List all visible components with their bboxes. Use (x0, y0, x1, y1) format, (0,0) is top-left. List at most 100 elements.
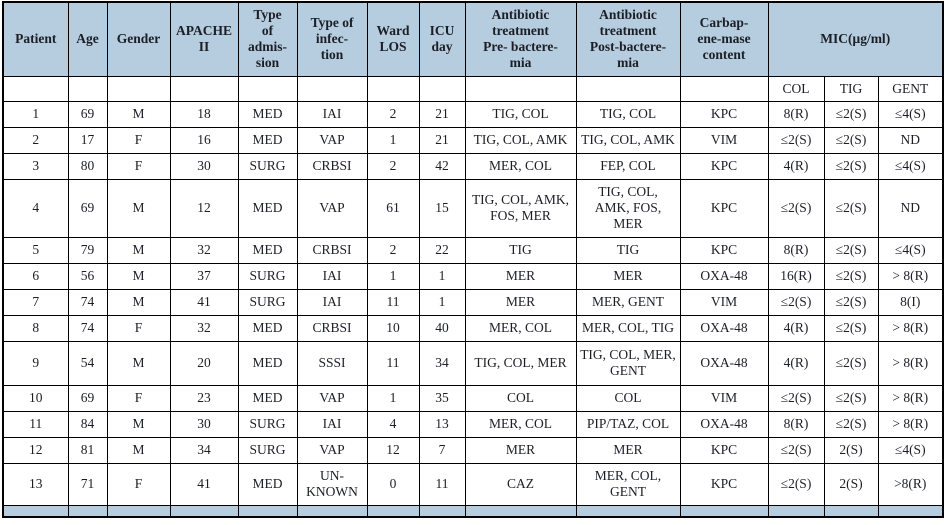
col-header-pre-bacteremia-treatment: Antibiotic treatment Pre- bactere- mia (464, 1, 577, 77)
table-cell: ≤4(S) (877, 152, 944, 180)
table-cell: SURG (237, 436, 298, 464)
table-cell: 42 (418, 152, 466, 180)
cutoff-cell (823, 504, 879, 518)
table-cell: 6 (2, 262, 69, 290)
subheader-empty-cell (575, 75, 681, 102)
table-row: 4 69 M 12 MED VAP 61 15 TIG, COL, AMK, FOS, MER T… (2, 178, 944, 238)
table-cell: ≤2(S) (823, 236, 879, 264)
table-cell: 8(R) (767, 236, 825, 264)
cutoff-cell (418, 504, 466, 518)
table-cell: IAI (296, 410, 368, 438)
table-cell: CRBSI (296, 314, 368, 342)
table-cell: 11 (2, 410, 69, 438)
table-cell: MER, COL, GENT (575, 462, 681, 506)
table-cell: 4 (2, 178, 69, 238)
table-cell: IAI (296, 100, 368, 128)
cutoff-cell (67, 504, 108, 518)
table-cell: VAP (296, 436, 368, 464)
table-cell: ≤2(S) (823, 314, 879, 342)
table-cell: MED (237, 314, 298, 342)
table-cell: ND (877, 178, 944, 238)
table-row: 11 84 M 30 SURG IAI 4 13 MER, COL PIP/TAZ, COL OXA… (2, 410, 944, 438)
cutoff-cell (679, 504, 769, 518)
table-cell: M (106, 100, 171, 128)
table-row: 10 69 F 23 MED VAP 1 35 COL COL VIM ≤2(S) ≤2(S) > 8(R… (2, 384, 944, 412)
subheader-empty-cell (106, 75, 171, 102)
subcol-header-gent: GENT (877, 75, 944, 102)
col-header-admission-type: Type of admis- sion (237, 1, 298, 77)
table-cell: TIG, COL, MER, GENT (575, 340, 681, 386)
table-cell: TIG, COL, AMK, FOS, MER (575, 178, 681, 238)
subheader-row: COL TIG GENT (2, 75, 944, 102)
table-cell: 23 (169, 384, 239, 412)
table-cell: 8 (2, 314, 69, 342)
table-cell: KPC (679, 462, 769, 506)
table-row: 3 80 F 30 SURG CRBSI 2 42 MER, COL FEP, COL KPC 4(R… (2, 152, 944, 180)
table-cell: MED (237, 384, 298, 412)
cutoff-row (2, 504, 944, 518)
table-cell: ≤2(S) (767, 126, 825, 154)
table-cell: 71 (67, 462, 108, 506)
table-cell: SURG (237, 262, 298, 290)
table-cell: F (106, 126, 171, 154)
table-cell: 21 (418, 100, 466, 128)
table-cell: MED (237, 340, 298, 386)
table-cell: TIG, COL (575, 100, 681, 128)
table-cell: 18 (169, 100, 239, 128)
table-cell: 12 (2, 436, 69, 464)
table-cell: 2 (366, 152, 420, 180)
table-cell: 80 (67, 152, 108, 180)
table-cell: MED (237, 126, 298, 154)
table-cell: TIG, COL, AMK (575, 126, 681, 154)
table-cell: 2(S) (823, 462, 879, 506)
table-cell: TIG, COL (464, 100, 577, 128)
table-cell: ≤2(S) (823, 384, 879, 412)
table-cell: MER (464, 262, 577, 290)
subheader-empty-cell (418, 75, 466, 102)
subheader-empty-cell (464, 75, 577, 102)
table-cell: CRBSI (296, 236, 368, 264)
cutoff-cell (464, 504, 577, 518)
col-header-icu-day: ICU day (418, 1, 466, 77)
table-cell: 1 (418, 262, 466, 290)
table-cell: F (106, 384, 171, 412)
col-header-post-bacteremia-treatment: Antibiotic treatment Post-bactere- mia (575, 1, 681, 77)
table-cell: 2(S) (823, 436, 879, 464)
table-cell: 4(R) (767, 340, 825, 386)
table-cell: 10 (2, 384, 69, 412)
table-cell: ≤2(S) (823, 126, 879, 154)
cutoff-cell (237, 504, 298, 518)
table-cell: TIG (575, 236, 681, 264)
table-cell: 35 (418, 384, 466, 412)
table-cell: ≤2(S) (823, 100, 879, 128)
cutoff-cell (2, 504, 69, 518)
table-cell: M (106, 236, 171, 264)
table-cell: 74 (67, 314, 108, 342)
table-cell: 17 (67, 126, 108, 154)
table-cell: 3 (2, 152, 69, 180)
table-cell: 34 (418, 340, 466, 386)
table-cell: 7 (2, 288, 69, 316)
subheader-empty-cell (67, 75, 108, 102)
table-cell: 7 (418, 436, 466, 464)
table-cell: UN- KNOWN (296, 462, 368, 506)
cutoff-cell (366, 504, 420, 518)
table-cell: MED (237, 236, 298, 264)
table-cell: ≤2(S) (767, 384, 825, 412)
table-cell: 69 (67, 384, 108, 412)
cutoff-cell (169, 504, 239, 518)
table-cell: 61 (366, 178, 420, 238)
table-cell: 16(R) (767, 262, 825, 290)
table-cell: 8(I) (877, 288, 944, 316)
table-cell: F (106, 462, 171, 506)
table-row: 9 54 M 20 MED SSSI 11 34 TIG, COL, MER TIG, COL, … (2, 340, 944, 386)
table-cell: 41 (169, 462, 239, 506)
subcol-header-col: COL (767, 75, 825, 102)
table-cell: IAI (296, 288, 368, 316)
table-cell: > 8(R) (877, 340, 944, 386)
table-cell: 22 (418, 236, 466, 264)
table-cell: 54 (67, 340, 108, 386)
table-cell: VIM (679, 288, 769, 316)
table-cell: MER (464, 436, 577, 464)
